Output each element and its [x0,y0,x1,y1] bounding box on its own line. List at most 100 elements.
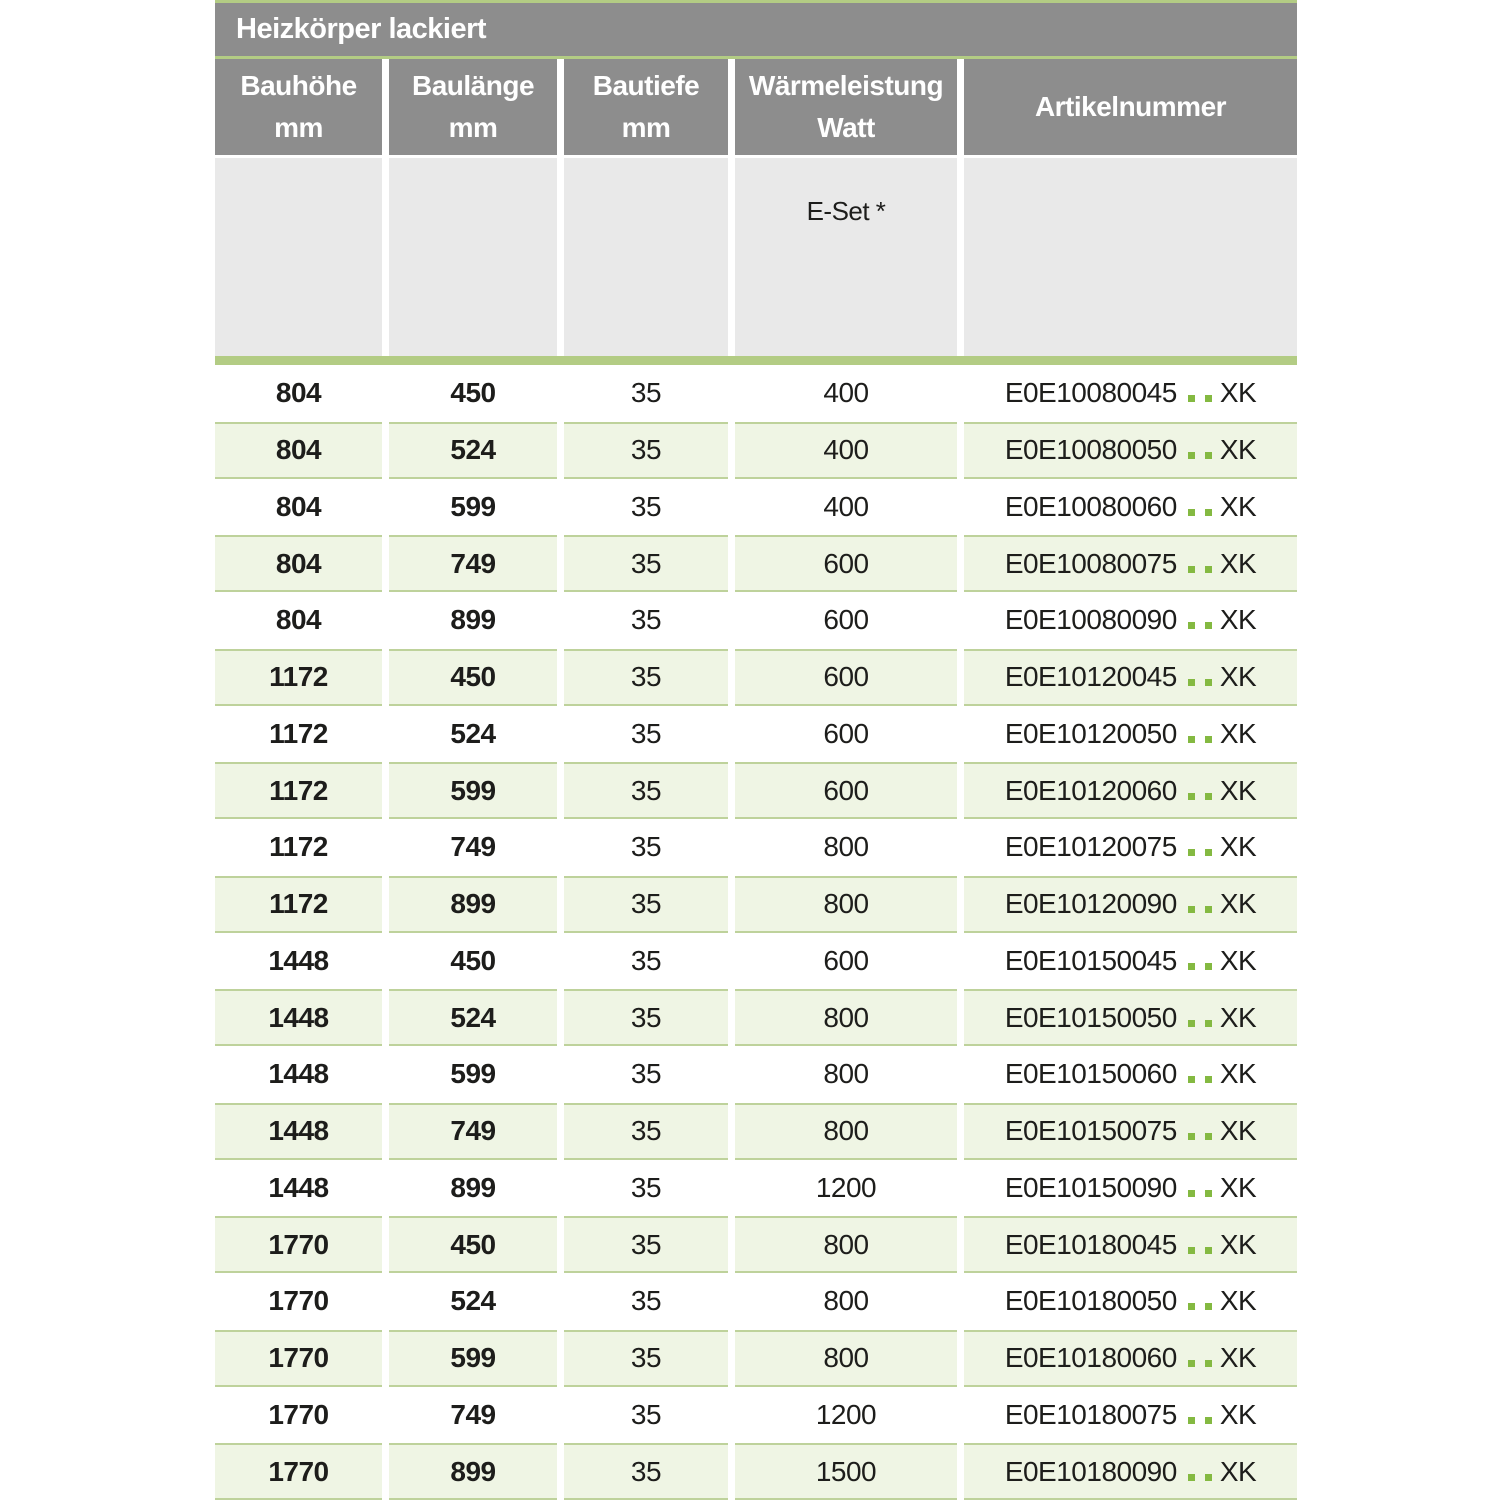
bauhoehe-value: 1172 [215,705,382,763]
artikel-dots [1187,831,1212,863]
bautiefe-value: 35 [564,762,728,819]
table-row: 1172 599 35 600 E0E10120060 XK [215,762,1297,819]
bautiefe-value: 35 [564,1046,728,1103]
bauhoehe-value: 1172 [215,648,382,706]
table-row: 1448 749 35 800 E0E10150075 XK [215,1102,1297,1160]
subheader-cell-baulaenge [389,158,557,356]
bautiefe-value: 35 [564,875,728,933]
baulaenge-value: 749 [389,1102,557,1160]
table-row: 804 450 35 400 E0E10080045 XK [215,365,1297,422]
baulaenge-value: 450 [389,648,557,706]
bautiefe-value: 35 [564,648,728,706]
table-row: 1770 749 35 1200 E0E10180075 XK [215,1386,1297,1444]
artikelnummer-text: E0E10180060 XK [1004,1342,1257,1374]
artikel-suffix: XK [1219,1342,1257,1374]
artikelnummer-text: E0E10180075 XK [1005,1398,1257,1431]
header-body-separator-bar [215,356,1297,365]
table-row: 804 524 35 400 E0E10080050 XK [215,421,1297,479]
artikel-suffix: XK [1219,831,1257,863]
artikel-dots [1187,718,1212,750]
artikelnummer-value: E0E10120045 XK [964,648,1297,706]
artikel-suffix: XK [1219,1115,1257,1147]
artikelnummer-value: E0E10180050 XK [964,1273,1297,1330]
artikel-prefix: E0E10080060 [1004,490,1178,522]
artikel-suffix: XK [1219,1228,1257,1260]
artikelnummer-value: E0E10180090 XK [964,1443,1297,1500]
watt-value: 800 [735,1046,957,1103]
baulaenge-value: 599 [389,1046,557,1103]
artikelnummer-value: E0E10080060 XK [964,478,1297,536]
artikelnummer-text: E0E10150060 XK [1005,1058,1257,1090]
artikel-prefix: E0E10150090 [1004,1171,1178,1203]
product-spec-table: Heizkörper lackiert Bauhöhe mm Baulänge … [215,0,1297,1500]
artikel-dots [1187,661,1212,693]
baulaenge-value: 899 [389,1443,557,1500]
bauhoehe-value: 804 [215,478,382,536]
artikel-prefix: E0E10080045 [1004,377,1178,409]
artikel-suffix: XK [1219,1398,1257,1430]
artikel-prefix: E0E10150045 [1004,944,1178,976]
bauhoehe-value: 1770 [215,1329,382,1387]
column-header-bautiefe: Bautiefe mm [564,59,728,155]
bauhoehe-value: 1172 [215,819,382,876]
subheader-row: E-Set * [215,158,1297,356]
bautiefe-value: 35 [564,1216,728,1273]
artikel-dots [1187,888,1212,920]
baulaenge-value: 749 [389,1386,557,1444]
artikel-dots [1187,548,1212,580]
artikel-prefix: E0E10080050 [1004,434,1178,466]
baulaenge-value: 599 [389,478,557,536]
bauhoehe-value: 804 [215,421,382,479]
artikel-suffix: XK [1219,661,1257,693]
artikelnummer-value: E0E10120060 XK [964,762,1297,819]
column-unit: mm [274,112,323,143]
watt-value: 1200 [735,1159,957,1217]
artikel-prefix: E0E10180045 [1004,1228,1178,1260]
artikel-suffix: XK [1219,944,1257,976]
table-row: 1770 450 35 800 E0E10180045 XK [215,1216,1297,1273]
bautiefe-value: 35 [564,535,728,592]
artikel-dots [1187,1115,1212,1147]
artikelnummer-text: E0E10120075 XK [1005,831,1257,863]
artikelnummer-value: E0E10080090 XK [964,592,1297,649]
bautiefe-value: 35 [564,421,728,479]
artikelnummer-value: E0E10120090 XK [964,875,1297,933]
column-header-bauhoehe: Bauhöhe mm [215,59,382,155]
watt-value: 800 [735,1273,957,1330]
artikel-prefix: E0E10150050 [1004,1001,1178,1033]
artikel-suffix: XK [1219,888,1257,920]
artikelnummer-value: E0E10120050 XK [964,705,1297,763]
bautiefe-value: 35 [564,1273,728,1330]
artikel-dots [1187,434,1212,466]
artikel-dots [1187,1058,1212,1090]
artikel-prefix: E0E10180050 [1004,1285,1178,1317]
artikelnummer-value: E0E10120075 XK [964,819,1297,876]
bauhoehe-value: 804 [215,592,382,649]
table-row: 1172 899 35 800 E0E10120090 XK [215,875,1297,933]
baulaenge-value: 524 [389,705,557,763]
bautiefe-value: 35 [564,592,728,649]
watt-value: 800 [735,1216,957,1273]
table-row: 804 899 35 600 E0E10080090 XK [215,592,1297,649]
bauhoehe-value: 1172 [215,875,382,933]
subheader-cell-artikelnummer [964,158,1297,356]
bauhoehe-value: 1770 [215,1443,382,1500]
baulaenge-value: 524 [389,1273,557,1330]
artikel-suffix: XK [1219,1058,1257,1090]
artikel-suffix: XK [1219,1285,1257,1317]
artikelnummer-text: E0E10120090 XK [1005,888,1257,920]
artikel-prefix: E0E10180060 [1004,1342,1178,1374]
baulaenge-value: 749 [389,535,557,592]
artikel-dots [1187,1172,1212,1204]
subheader-cell-waermeleistung: E-Set * [735,158,957,356]
artikelnummer-text: E0E10150050 XK [1004,1001,1257,1034]
artikelnummer-text: E0E10080090 XK [1005,604,1257,636]
artikelnummer-text: E0E10080075 XK [1005,548,1257,580]
table-row: 1172 749 35 800 E0E10120075 XK [215,819,1297,876]
title-divider-line [215,56,1297,59]
artikel-suffix: XK [1219,1455,1257,1487]
artikel-prefix: E0E10150075 [1004,1115,1178,1147]
watt-value: 800 [735,1102,957,1160]
baulaenge-value: 749 [389,819,557,876]
table-row: 1448 899 35 1200 E0E10150090 XK [215,1159,1297,1217]
